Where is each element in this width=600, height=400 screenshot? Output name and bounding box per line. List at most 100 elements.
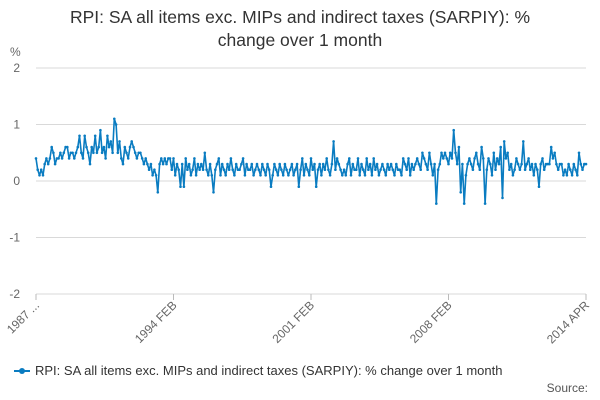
- data-point[interactable]: [334, 168, 337, 171]
- data-point[interactable]: [577, 151, 581, 155]
- data-point[interactable]: [377, 174, 381, 177]
- data-point[interactable]: [348, 157, 351, 160]
- chart-legend[interactable]: RPI: SA all items exc. MIPs and indirect…: [14, 363, 502, 378]
- data-point[interactable]: [88, 162, 92, 166]
- data-point[interactable]: [215, 162, 219, 166]
- data-point[interactable]: [375, 162, 379, 166]
- data-point[interactable]: [182, 185, 186, 188]
- data-point[interactable]: [501, 196, 504, 200]
- data-point[interactable]: [109, 140, 113, 143]
- data-point[interactable]: [445, 157, 449, 160]
- data-point[interactable]: [301, 157, 304, 160]
- data-point[interactable]: [116, 151, 120, 155]
- data-point[interactable]: [234, 162, 238, 166]
- data-point[interactable]: [405, 168, 409, 171]
- data-point[interactable]: [278, 162, 282, 166]
- data-point[interactable]: [438, 162, 442, 166]
- data-point[interactable]: [435, 202, 438, 205]
- data-point[interactable]: [111, 151, 114, 155]
- data-point[interactable]: [464, 174, 468, 177]
- data-point[interactable]: [187, 162, 191, 166]
- data-point[interactable]: [415, 157, 419, 160]
- data-point[interactable]: [398, 168, 402, 171]
- data-point[interactable]: [433, 162, 436, 166]
- data-point[interactable]: [579, 162, 583, 166]
- data-point[interactable]: [274, 168, 278, 171]
- data-point[interactable]: [563, 168, 567, 171]
- data-point[interactable]: [353, 168, 356, 171]
- data-point[interactable]: [412, 168, 416, 171]
- data-point[interactable]: [85, 145, 88, 149]
- data-point[interactable]: [391, 168, 395, 171]
- data-point[interactable]: [408, 174, 412, 177]
- data-point[interactable]: [532, 174, 536, 177]
- data-point[interactable]: [198, 168, 201, 171]
- data-point[interactable]: [285, 168, 288, 171]
- data-point[interactable]: [86, 151, 90, 155]
- data-point[interactable]: [175, 162, 179, 166]
- data-point[interactable]: [106, 134, 109, 138]
- data-point[interactable]: [196, 162, 200, 166]
- data-point[interactable]: [69, 151, 73, 155]
- data-point[interactable]: [431, 174, 435, 177]
- data-point[interactable]: [389, 162, 393, 166]
- data-point[interactable]: [227, 168, 231, 171]
- data-point[interactable]: [393, 174, 396, 177]
- data-point[interactable]: [71, 151, 74, 155]
- data-point[interactable]: [478, 168, 482, 171]
- data-point[interactable]: [494, 168, 497, 171]
- data-point[interactable]: [365, 157, 369, 160]
- data-point[interactable]: [90, 145, 93, 149]
- data-point[interactable]: [302, 174, 306, 177]
- data-point[interactable]: [266, 162, 269, 166]
- data-point[interactable]: [520, 162, 523, 166]
- data-point[interactable]: [518, 168, 522, 171]
- data-point[interactable]: [355, 168, 358, 171]
- data-point[interactable]: [163, 157, 167, 160]
- data-point[interactable]: [48, 157, 52, 160]
- data-point[interactable]: [186, 168, 189, 171]
- data-point[interactable]: [52, 151, 55, 155]
- data-point[interactable]: [290, 162, 294, 166]
- data-point[interactable]: [243, 174, 247, 177]
- data-point[interactable]: [539, 162, 542, 166]
- data-point[interactable]: [34, 157, 38, 160]
- data-point[interactable]: [492, 151, 496, 155]
- data-point[interactable]: [36, 168, 39, 171]
- data-point[interactable]: [140, 157, 144, 160]
- data-point[interactable]: [203, 151, 207, 155]
- data-point[interactable]: [222, 168, 226, 171]
- data-point[interactable]: [123, 145, 127, 149]
- data-point[interactable]: [128, 145, 132, 149]
- data-point[interactable]: [537, 185, 541, 188]
- data-point[interactable]: [212, 191, 215, 194]
- data-point[interactable]: [363, 174, 367, 177]
- data-point[interactable]: [39, 168, 43, 171]
- data-point[interactable]: [172, 157, 175, 160]
- data-point[interactable]: [549, 145, 553, 149]
- data-point[interactable]: [173, 174, 177, 177]
- data-point[interactable]: [226, 162, 229, 166]
- data-point[interactable]: [436, 168, 440, 171]
- data-point[interactable]: [142, 162, 146, 166]
- data-point[interactable]: [368, 162, 372, 166]
- data-point[interactable]: [114, 123, 118, 126]
- data-point[interactable]: [384, 174, 388, 177]
- data-point[interactable]: [346, 162, 349, 166]
- data-point[interactable]: [351, 162, 355, 166]
- data-point[interactable]: [536, 168, 539, 171]
- data-point[interactable]: [504, 157, 508, 160]
- data-point[interactable]: [149, 162, 153, 166]
- data-point[interactable]: [168, 157, 172, 160]
- data-point[interactable]: [523, 168, 527, 171]
- data-point[interactable]: [487, 157, 490, 160]
- data-point[interactable]: [41, 174, 45, 177]
- data-point[interactable]: [506, 151, 510, 155]
- data-point[interactable]: [428, 151, 431, 155]
- data-point[interactable]: [325, 157, 329, 160]
- data-point[interactable]: [241, 157, 245, 160]
- data-point[interactable]: [83, 134, 86, 138]
- data-point[interactable]: [511, 174, 515, 177]
- data-point[interactable]: [170, 168, 174, 171]
- data-point[interactable]: [323, 168, 327, 171]
